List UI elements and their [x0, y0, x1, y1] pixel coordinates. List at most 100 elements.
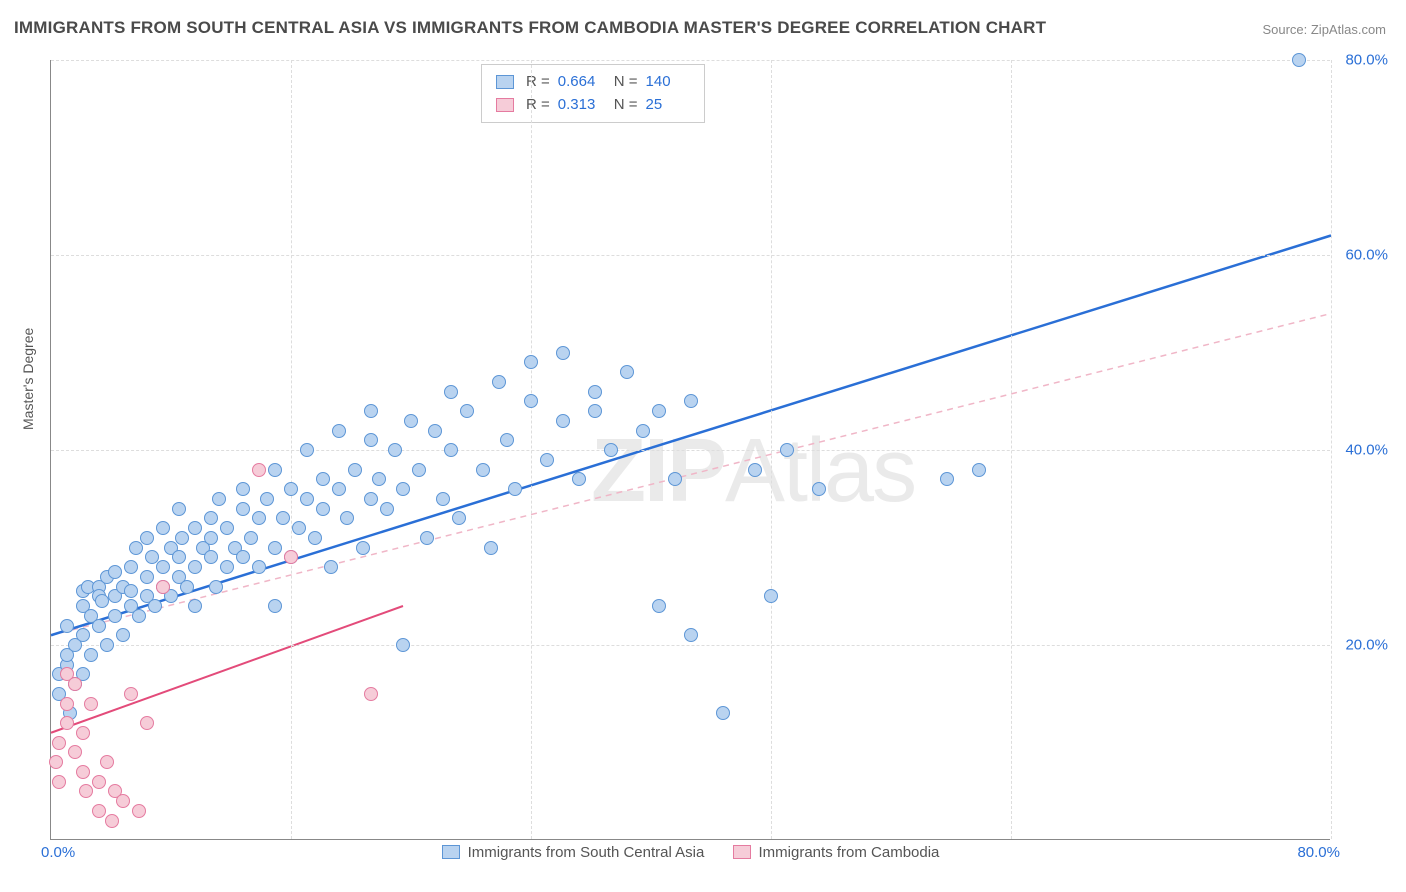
- point-south-central-asia: [460, 404, 474, 418]
- point-south-central-asia: [972, 463, 986, 477]
- point-south-central-asia: [396, 482, 410, 496]
- r-label-1: R =: [526, 71, 550, 94]
- point-south-central-asia: [220, 521, 234, 535]
- n-label-2: N =: [614, 94, 638, 117]
- point-cambodia: [116, 794, 130, 808]
- gridline-vertical: [531, 60, 532, 839]
- point-cambodia: [252, 463, 266, 477]
- point-south-central-asia: [404, 414, 418, 428]
- point-south-central-asia: [556, 414, 570, 428]
- point-south-central-asia: [364, 404, 378, 418]
- legend-row-series-1: R = 0.664 N = 140: [496, 71, 690, 94]
- point-south-central-asia: [108, 565, 122, 579]
- point-south-central-asia: [780, 443, 794, 457]
- n-label-1: N =: [614, 71, 638, 94]
- point-south-central-asia: [236, 502, 250, 516]
- point-cambodia: [76, 765, 90, 779]
- point-south-central-asia: [244, 531, 258, 545]
- gridline-horizontal: [51, 450, 1330, 451]
- point-south-central-asia: [812, 482, 826, 496]
- point-south-central-asia: [356, 541, 370, 555]
- legend-item-1: Immigrants from South Central Asia: [442, 844, 705, 861]
- point-south-central-asia: [588, 404, 602, 418]
- point-south-central-asia: [156, 521, 170, 535]
- r-value-1: 0.664: [558, 71, 602, 94]
- point-south-central-asia: [420, 531, 434, 545]
- gridline-horizontal: [51, 60, 1330, 61]
- gridline-vertical: [1331, 60, 1332, 839]
- correlation-legend: R = 0.664 N = 140 R = 0.313 N = 25: [481, 64, 705, 123]
- point-south-central-asia: [388, 443, 402, 457]
- point-south-central-asia: [652, 599, 666, 613]
- point-south-central-asia: [484, 541, 498, 555]
- legend-item-1-swatch: [442, 845, 460, 859]
- point-south-central-asia: [209, 580, 223, 594]
- point-south-central-asia: [180, 580, 194, 594]
- chart-plot-area: ZIPAtlas R = 0.664 N = 140 R = 0.313 N =…: [50, 60, 1330, 840]
- point-south-central-asia: [364, 492, 378, 506]
- point-south-central-asia: [652, 404, 666, 418]
- point-south-central-asia: [175, 531, 189, 545]
- point-south-central-asia: [284, 482, 298, 496]
- gridline-horizontal: [51, 255, 1330, 256]
- point-cambodia: [100, 755, 114, 769]
- point-south-central-asia: [148, 599, 162, 613]
- point-south-central-asia: [436, 492, 450, 506]
- point-south-central-asia: [140, 531, 154, 545]
- r-label-2: R =: [526, 94, 550, 117]
- point-south-central-asia: [380, 502, 394, 516]
- point-south-central-asia: [124, 560, 138, 574]
- point-south-central-asia: [132, 609, 146, 623]
- series-legend: Immigrants from South Central Asia Immig…: [51, 844, 1330, 864]
- point-south-central-asia: [252, 560, 266, 574]
- point-cambodia: [156, 580, 170, 594]
- legend-item-2: Immigrants from Cambodia: [733, 844, 940, 861]
- point-south-central-asia: [332, 482, 346, 496]
- legend-item-2-swatch: [733, 845, 751, 859]
- regression-line: [51, 314, 1331, 636]
- point-south-central-asia: [540, 453, 554, 467]
- point-south-central-asia: [100, 638, 114, 652]
- point-south-central-asia: [140, 570, 154, 584]
- gridline-vertical: [291, 60, 292, 839]
- y-axis-label: Master's Degree: [20, 328, 36, 430]
- point-south-central-asia: [308, 531, 322, 545]
- point-south-central-asia: [156, 560, 170, 574]
- chart-title: IMMIGRANTS FROM SOUTH CENTRAL ASIA VS IM…: [14, 18, 1046, 38]
- point-cambodia: [92, 804, 106, 818]
- point-south-central-asia: [188, 599, 202, 613]
- point-cambodia: [52, 736, 66, 750]
- point-south-central-asia: [324, 560, 338, 574]
- point-cambodia: [364, 687, 378, 701]
- point-south-central-asia: [300, 492, 314, 506]
- point-south-central-asia: [92, 619, 106, 633]
- point-south-central-asia: [260, 492, 274, 506]
- gridline-vertical: [771, 60, 772, 839]
- y-axis-tick: 80.0%: [1345, 52, 1388, 69]
- point-cambodia: [132, 804, 146, 818]
- point-south-central-asia: [188, 560, 202, 574]
- point-south-central-asia: [60, 619, 74, 633]
- point-south-central-asia: [492, 375, 506, 389]
- legend-swatch-2: [496, 98, 514, 112]
- point-south-central-asia: [476, 463, 490, 477]
- point-south-central-asia: [268, 599, 282, 613]
- point-south-central-asia: [129, 541, 143, 555]
- n-value-1: 140: [646, 71, 690, 94]
- point-south-central-asia: [268, 541, 282, 555]
- point-south-central-asia: [332, 424, 346, 438]
- point-south-central-asia: [620, 365, 634, 379]
- point-cambodia: [60, 697, 74, 711]
- point-cambodia: [105, 814, 119, 828]
- point-south-central-asia: [444, 443, 458, 457]
- point-south-central-asia: [1292, 53, 1306, 67]
- point-cambodia: [140, 716, 154, 730]
- point-south-central-asia: [188, 521, 202, 535]
- point-south-central-asia: [108, 609, 122, 623]
- point-south-central-asia: [292, 521, 306, 535]
- point-south-central-asia: [636, 424, 650, 438]
- point-south-central-asia: [748, 463, 762, 477]
- point-south-central-asia: [220, 560, 234, 574]
- point-south-central-asia: [444, 385, 458, 399]
- point-south-central-asia: [412, 463, 426, 477]
